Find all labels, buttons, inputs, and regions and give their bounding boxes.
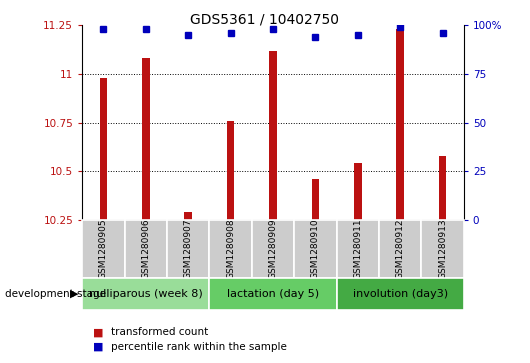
Bar: [337, 220, 379, 278]
Text: GSM1280908: GSM1280908: [226, 219, 235, 280]
Text: lactation (day 5): lactation (day 5): [227, 289, 319, 299]
Text: GSM1280912: GSM1280912: [396, 219, 404, 279]
Text: GDS5361 / 10402750: GDS5361 / 10402750: [190, 13, 340, 27]
Bar: [142, 58, 149, 220]
Text: GSM1280909: GSM1280909: [269, 219, 277, 280]
Bar: [82, 278, 209, 310]
Bar: [227, 121, 234, 220]
Text: GSM1280905: GSM1280905: [99, 219, 108, 280]
Text: GSM1280910: GSM1280910: [311, 219, 320, 280]
Bar: [209, 278, 337, 310]
Bar: [354, 163, 361, 220]
Bar: [125, 220, 167, 278]
Bar: [82, 220, 125, 278]
Bar: [100, 78, 107, 220]
Bar: [396, 29, 404, 220]
Bar: [252, 220, 294, 278]
Bar: [184, 212, 192, 220]
Text: development stage: development stage: [5, 289, 107, 299]
Bar: [167, 220, 209, 278]
Text: ■: ■: [93, 327, 103, 337]
Text: ■: ■: [93, 342, 103, 352]
Bar: [379, 220, 421, 278]
Text: GSM1280906: GSM1280906: [142, 219, 150, 280]
Text: GSM1280907: GSM1280907: [184, 219, 192, 280]
Bar: [294, 220, 337, 278]
Text: percentile rank within the sample: percentile rank within the sample: [111, 342, 287, 352]
Text: ▶: ▶: [70, 289, 78, 299]
Text: GSM1280913: GSM1280913: [438, 219, 447, 280]
Text: nulliparous (week 8): nulliparous (week 8): [89, 289, 202, 299]
Bar: [439, 155, 446, 220]
Text: transformed count: transformed count: [111, 327, 208, 337]
Bar: [209, 220, 252, 278]
Text: GSM1280911: GSM1280911: [354, 219, 362, 280]
Text: involution (day3): involution (day3): [352, 289, 448, 299]
Bar: [269, 51, 277, 220]
Bar: [421, 220, 464, 278]
Bar: [337, 278, 464, 310]
Bar: [312, 179, 319, 220]
